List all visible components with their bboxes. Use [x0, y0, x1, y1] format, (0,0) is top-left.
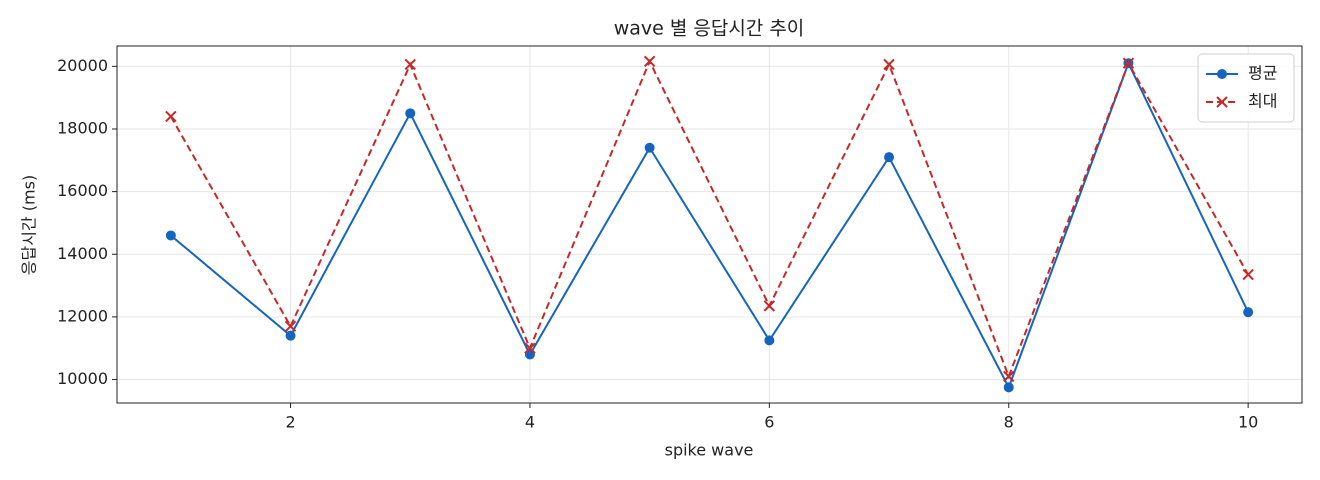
point — [405, 108, 416, 119]
x-tick-label: 4 — [525, 413, 535, 432]
y-tick-label: 20000 — [57, 56, 108, 75]
legend-label: 평균 — [1248, 64, 1277, 83]
y-tick-label: 10000 — [57, 369, 108, 388]
point — [165, 110, 177, 123]
point — [165, 230, 176, 241]
chart-title: wave 별 응답시간 추이 — [614, 18, 805, 40]
y-tick-label: 12000 — [57, 306, 108, 325]
point — [1003, 382, 1014, 393]
point — [884, 152, 895, 163]
point — [1242, 268, 1254, 281]
point — [284, 320, 297, 332]
point — [644, 142, 655, 153]
legend-box — [1197, 53, 1295, 123]
point — [1003, 370, 1015, 383]
point — [1243, 307, 1254, 318]
y-axis-label: 응답시간 (ms) — [20, 175, 39, 275]
x-axis-label: spike wave — [665, 441, 754, 460]
point — [285, 330, 296, 341]
legend-label: 최대 — [1248, 92, 1277, 111]
x-tick-label: 6 — [764, 413, 774, 432]
x-tick-label: 2 — [285, 413, 295, 432]
point — [763, 300, 776, 312]
series-line — [169, 58, 1250, 380]
y-tick-label: 18000 — [57, 118, 108, 137]
point — [404, 58, 416, 71]
legend-marker — [1217, 69, 1227, 79]
point — [643, 55, 656, 68]
point — [1122, 57, 1135, 69]
legend-marker — [1216, 96, 1228, 108]
series-line — [170, 60, 1250, 390]
plot-frame — [116, 45, 1303, 404]
point — [524, 342, 536, 354]
point — [764, 335, 775, 346]
y-tick-label: 14000 — [57, 244, 108, 263]
x-tick-label: 10 — [1238, 413, 1258, 432]
point — [883, 58, 895, 71]
y-tick-label: 16000 — [57, 181, 108, 200]
x-tick-label: 8 — [1004, 413, 1014, 432]
